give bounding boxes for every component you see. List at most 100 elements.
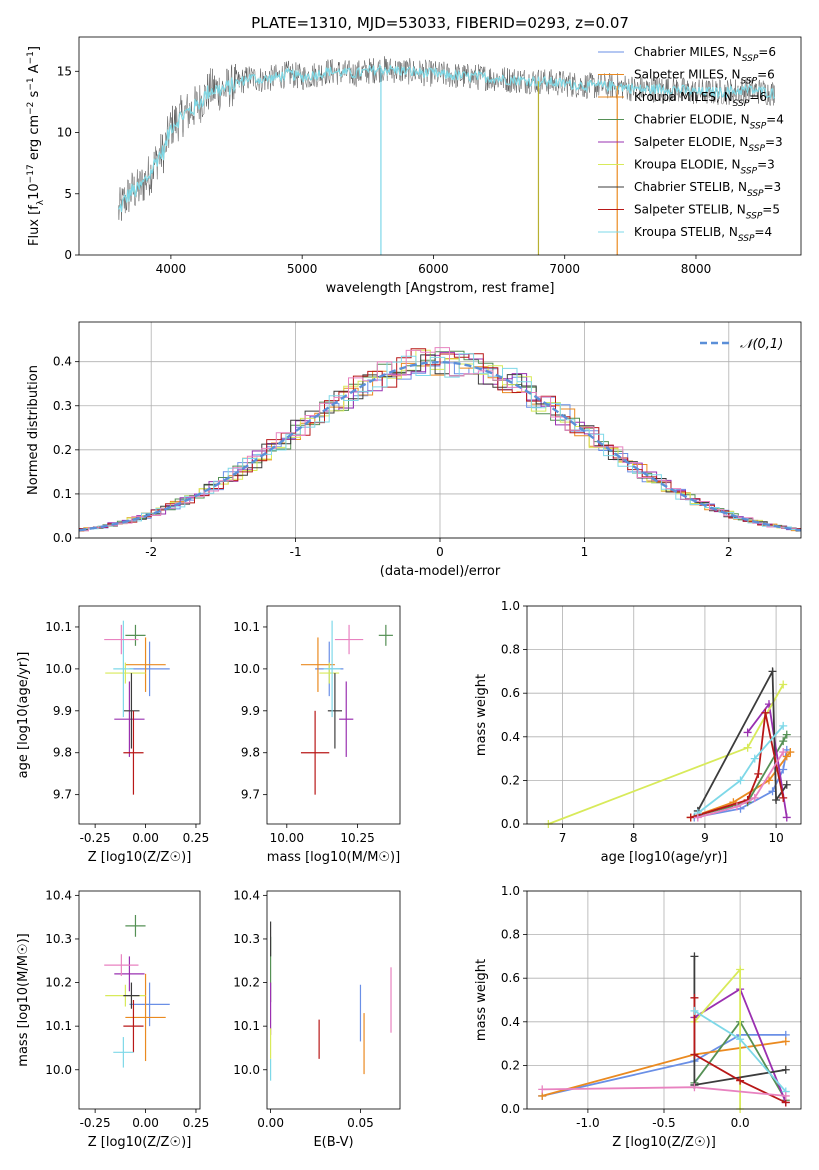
weight-vs-metallicity-plot: -1.0 -0.5 0.0 0.0 0.2 0.4 0.6 0.8 1.0 Z [log10(Z/… [474, 884, 802, 1150]
x-tick-label: 10.25 [340, 831, 374, 845]
x-axis-label: E(B-V) [313, 1135, 353, 1150]
x-axis-label: Z [log10(Z/Z☉)] [612, 1135, 716, 1150]
y-tick-label: 0.8 [501, 928, 520, 942]
weight-vs-age-plot: 7 8 9 10 0.0 0.2 0.4 0.6 0.8 1.0 age [log10(age/yr… [474, 599, 802, 865]
weight-point-marker [750, 793, 759, 802]
y-tick-label: 0.0 [501, 1102, 520, 1116]
y-axis-label: Normed distribution [26, 365, 41, 495]
x-tick-label: -2 [145, 545, 157, 559]
axes-frame [526, 605, 802, 825]
x-tick-label: 0.25 [183, 1116, 210, 1130]
y-tick-label: 10.0 [45, 662, 72, 676]
weight-point-marker [686, 813, 695, 822]
legend-label: Chabrier ELODIE, NSSP=4 [634, 113, 784, 132]
weight-point-marker [779, 765, 788, 774]
legend-label: 𝒩(0,1) [740, 337, 783, 352]
x-tick-label: 2 [725, 545, 733, 559]
y-tick-label: 0.2 [501, 773, 520, 787]
y-tick-label: 10.0 [233, 662, 260, 676]
mass-vs-extinction-plot: 0.00 0.05 10.0 10.1 10.2 10.3 10.4 E(B-V) [233, 888, 401, 1150]
spectrum-plot: 4000 5000 6000 7000 8000 0 5 10 15 wavelength [An… [26, 36, 802, 296]
y-tick-label: 10.0 [233, 1063, 260, 1077]
y-tick-label: 9.9 [241, 704, 260, 718]
y-tick-label: 10.1 [233, 620, 260, 634]
y-tick-label: 9.7 [241, 788, 260, 802]
weight-point-marker [690, 952, 699, 961]
y-tick-label: 0.3 [53, 399, 72, 413]
weight-point-marker [782, 730, 791, 739]
x-tick-label: 7000 [549, 262, 580, 276]
legend-label: Chabrier MILES, NSSP=6 [634, 45, 776, 64]
legend-label: Kroupa MILES, NSSP=6 [634, 90, 767, 109]
x-tick-label: -0.25 [80, 831, 111, 845]
x-tick-label: 0.05 [347, 1116, 374, 1130]
weight-point-marker [736, 1076, 745, 1085]
x-tick-label: 7 [559, 831, 567, 845]
figure-title: PLATE=1310, MJD=53033, FIBERID=0293, z=0… [251, 14, 629, 32]
weight-point-marker [781, 1037, 790, 1046]
x-tick-label: 0.00 [132, 1116, 159, 1130]
weight-point-marker [782, 780, 791, 789]
y-tick-label: 0.6 [501, 971, 520, 985]
x-tick-label: 8 [630, 831, 638, 845]
x-tick-label: 5000 [287, 262, 318, 276]
x-tick-label: 4000 [156, 262, 187, 276]
x-tick-label: 6000 [418, 262, 449, 276]
x-axis-label: Z [log10(Z/Z☉)] [88, 1135, 192, 1150]
x-axis-label: mass [log10(M/M☉)] [267, 850, 400, 865]
x-axis-label: Z [log10(Z/Z☉)] [88, 850, 192, 865]
weight-point-marker [781, 1091, 790, 1100]
weight-point-marker [782, 752, 791, 761]
y-tick-label: 5 [64, 187, 72, 201]
age-vs-mass-plot: 10.00 10.25 9.7 9.8 9.9 10.0 10.1 mass [log10(M… [233, 605, 401, 865]
age-vs-metallicity-plot: -0.25 0.00 0.25 9.7 9.8 9.9 10.0 10.1 Z [log10(Z… [16, 605, 210, 865]
x-tick-label: 0.0 [731, 1116, 750, 1130]
weight-point-marker [779, 680, 788, 689]
y-tick-label: 10.4 [233, 888, 260, 902]
y-axis-label: Flux [fλ10−17 erg cm−2 s−1 A−1] [26, 46, 46, 246]
axes-frame [526, 890, 802, 1110]
y-tick-label: 0.0 [501, 817, 520, 831]
y-tick-label: 0.1 [53, 487, 72, 501]
y-tick-label: 0.4 [501, 1015, 520, 1029]
weight-point-marker [750, 754, 759, 763]
y-tick-label: 0 [64, 248, 72, 262]
y-tick-label: 0.6 [501, 686, 520, 700]
legend-label: Salpeter STELIB, NSSP=5 [634, 203, 780, 222]
y-tick-label: 9.8 [241, 746, 260, 760]
weight-point-marker [779, 793, 788, 802]
histogram-step [79, 353, 801, 531]
y-tick-label: 10.3 [45, 932, 72, 946]
x-tick-label: -1 [290, 545, 302, 559]
normal-curve [78, 360, 802, 532]
weight-point-marker [768, 667, 777, 676]
weight-point-marker [690, 993, 699, 1002]
weight-point-marker [743, 728, 752, 737]
weight-series-line [697, 734, 788, 817]
axes-frame [78, 321, 802, 539]
y-tick-label: 1.0 [501, 884, 520, 898]
y-tick-label: 0.8 [501, 643, 520, 657]
y-tick-label: 10.3 [233, 932, 260, 946]
axes-frame [266, 605, 401, 825]
weight-point-marker [786, 748, 795, 757]
weight-series-line [697, 751, 784, 819]
residuals-histogram: -2 -1 0 1 2 0.0 0.1 0.2 0.3 0.4 (data-model)/error… [26, 321, 802, 579]
x-axis-label: wavelength [Angstrom, rest frame] [326, 281, 555, 296]
legend-label: Chabrier STELIB, NSSP=3 [634, 180, 781, 199]
x-tick-label: 0.00 [132, 831, 159, 845]
x-tick-label: 0.25 [183, 831, 210, 845]
weight-point-marker [761, 708, 770, 717]
x-tick-label: -0.25 [80, 1116, 111, 1130]
legend-label: Salpeter ELODIE, NSSP=3 [634, 135, 783, 154]
weight-point-marker [779, 721, 788, 730]
x-axis-label: age [log10(age/yr)] [601, 850, 728, 865]
y-axis-label: age [log10(age/yr)] [16, 652, 31, 779]
weight-point-marker [693, 813, 702, 822]
y-tick-label: 10 [57, 126, 72, 140]
y-tick-label: 9.8 [53, 746, 72, 760]
weight-point-marker [743, 743, 752, 752]
y-tick-label: 10.1 [45, 620, 72, 634]
x-tick-label: 8000 [681, 262, 712, 276]
